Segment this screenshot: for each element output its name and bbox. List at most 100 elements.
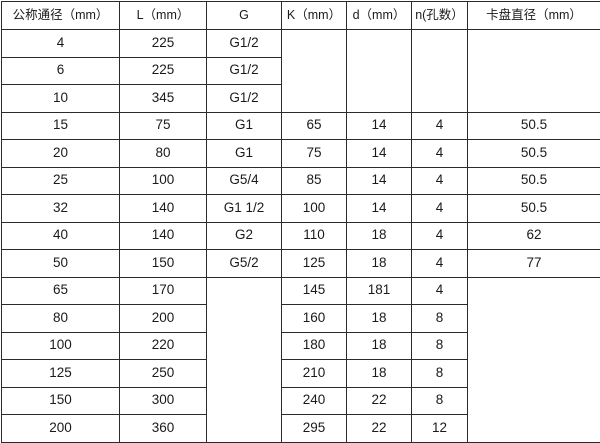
cell-n: 12 xyxy=(412,415,468,443)
cell-dn: 125 xyxy=(2,360,120,388)
column-header-length: L（mm） xyxy=(120,2,207,30)
cell-n: 4 xyxy=(412,140,468,168)
cell-g: G1/2 xyxy=(207,57,282,85)
cell-n: 4 xyxy=(412,195,468,223)
cell-k: 295 xyxy=(282,415,347,443)
cell-dn: 40 xyxy=(2,222,120,250)
cell-k: 125 xyxy=(282,250,347,278)
cell-d: 22 xyxy=(347,387,412,415)
cell-l: 80 xyxy=(120,140,207,168)
cell-k: 100 xyxy=(282,195,347,223)
cell-n: 4 xyxy=(412,250,468,278)
cell-n: 4 xyxy=(412,277,468,305)
empty-merged-cell-d xyxy=(347,30,412,113)
column-header-chuck-diameter: 卡盘直径（mm） xyxy=(468,2,600,30)
cell-dn: 100 xyxy=(2,332,120,360)
cell-dn: 50 xyxy=(2,250,120,278)
cell-k: 240 xyxy=(282,387,347,415)
cell-g: G1 xyxy=(207,112,282,140)
cell-d: 18 xyxy=(347,360,412,388)
cell-chuck: 50.5 xyxy=(468,167,600,195)
cell-chuck: 50.5 xyxy=(468,195,600,223)
cell-k: 75 xyxy=(282,140,347,168)
empty-merged-cell-g xyxy=(207,277,282,442)
cell-l: 220 xyxy=(120,332,207,360)
cell-l: 360 xyxy=(120,415,207,443)
cell-l: 250 xyxy=(120,360,207,388)
cell-d: 22 xyxy=(347,415,412,443)
cell-n: 8 xyxy=(412,305,468,333)
cell-d: 14 xyxy=(347,195,412,223)
cell-d: 18 xyxy=(347,332,412,360)
table-header-row: 公称通径（mm） L（mm） G K（mm） d（mm） n(孔数） 卡盘直径（… xyxy=(2,2,600,30)
cell-chuck: 62 xyxy=(468,222,600,250)
cell-g: G1/2 xyxy=(207,30,282,58)
cell-dn: 10 xyxy=(2,85,120,113)
column-header-hole-count: n(孔数） xyxy=(412,2,468,30)
cell-g: G1 1/2 xyxy=(207,195,282,223)
cell-k: 180 xyxy=(282,332,347,360)
column-header-nominal-diameter: 公称通径（mm） xyxy=(2,2,120,30)
empty-merged-cell-chuck xyxy=(468,30,600,113)
cell-dn: 6 xyxy=(2,57,120,85)
cell-d: 18 xyxy=(347,305,412,333)
cell-k: 210 xyxy=(282,360,347,388)
cell-k: 160 xyxy=(282,305,347,333)
column-header-k: K（mm） xyxy=(282,2,347,30)
cell-l: 225 xyxy=(120,30,207,58)
cell-d: 14 xyxy=(347,112,412,140)
cell-g: G1/2 xyxy=(207,85,282,113)
cell-l: 200 xyxy=(120,305,207,333)
column-header-thread: G xyxy=(207,2,282,30)
column-header-d: d（mm） xyxy=(347,2,412,30)
cell-l: 170 xyxy=(120,277,207,305)
cell-l: 140 xyxy=(120,195,207,223)
empty-merged-cell-k xyxy=(282,30,347,113)
cell-g: G5/4 xyxy=(207,167,282,195)
cell-l: 225 xyxy=(120,57,207,85)
cell-dn: 20 xyxy=(2,140,120,168)
cell-dn: 200 xyxy=(2,415,120,443)
cell-dn: 32 xyxy=(2,195,120,223)
cell-l: 300 xyxy=(120,387,207,415)
cell-n: 4 xyxy=(412,112,468,140)
cell-k: 145 xyxy=(282,277,347,305)
cell-l: 100 xyxy=(120,167,207,195)
cell-dn: 15 xyxy=(2,112,120,140)
cell-n: 4 xyxy=(412,222,468,250)
cell-dn: 25 xyxy=(2,167,120,195)
empty-merged-cell-chuck xyxy=(468,277,600,442)
cell-chuck: 50.5 xyxy=(468,140,600,168)
cell-dn: 150 xyxy=(2,387,120,415)
cell-l: 150 xyxy=(120,250,207,278)
cell-g: G1 xyxy=(207,140,282,168)
cell-l: 345 xyxy=(120,85,207,113)
cell-d: 14 xyxy=(347,167,412,195)
cell-d: 18 xyxy=(347,222,412,250)
cell-l: 140 xyxy=(120,222,207,250)
cell-chuck: 77 xyxy=(468,250,600,278)
cell-n: 8 xyxy=(412,360,468,388)
cell-n: 4 xyxy=(412,167,468,195)
cell-chuck: 50.5 xyxy=(468,112,600,140)
cell-dn: 65 xyxy=(2,277,120,305)
cell-n: 8 xyxy=(412,387,468,415)
cell-k: 110 xyxy=(282,222,347,250)
cell-d: 181 xyxy=(347,277,412,305)
cell-dn: 4 xyxy=(2,30,120,58)
cell-k: 85 xyxy=(282,167,347,195)
cell-d: 18 xyxy=(347,250,412,278)
cell-d: 14 xyxy=(347,140,412,168)
cell-g: G2 xyxy=(207,222,282,250)
cell-dn: 80 xyxy=(2,305,120,333)
cell-l: 75 xyxy=(120,112,207,140)
empty-merged-cell-n xyxy=(412,30,468,113)
